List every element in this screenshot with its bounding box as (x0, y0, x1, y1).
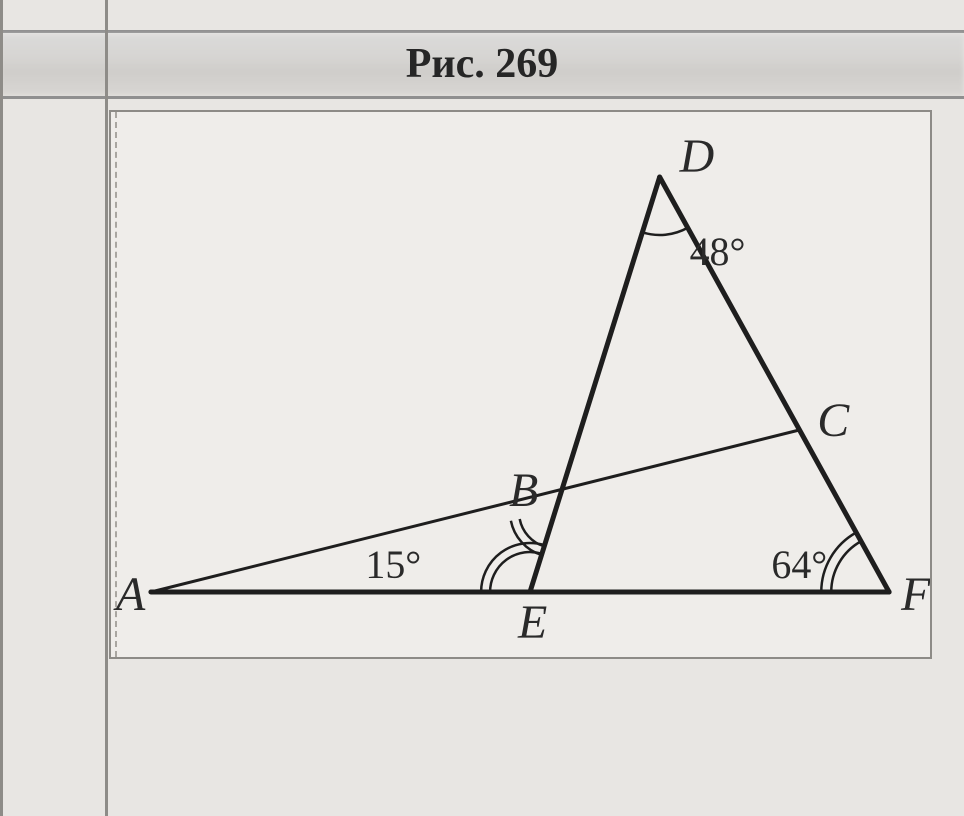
top-rule-2 (0, 96, 964, 99)
point-label-D: D (679, 130, 715, 183)
header-bar: Рис. 269 (0, 0, 964, 110)
figure-title: Рис. 269 (0, 40, 964, 88)
geometry-diagram: 48° 64° 15° A E F D C B (111, 112, 930, 657)
angle-label-A: 15° (365, 542, 421, 587)
angle-labels: 48° 64° 15° (365, 229, 827, 587)
diagram-panel: 48° 64° 15° A E F D C B (109, 110, 932, 659)
point-label-F: F (900, 568, 930, 621)
vertical-separator-left (0, 0, 3, 816)
angle-label-D: 48° (690, 229, 746, 274)
point-label-A: A (113, 568, 146, 621)
angle-arcs (481, 228, 861, 592)
footer-fragments (0, 716, 964, 816)
point-label-B: B (509, 464, 538, 517)
vertical-separator-mid (105, 0, 108, 816)
point-label-C: C (817, 394, 850, 447)
angle-label-F: 64° (771, 542, 827, 587)
top-rule-1 (0, 30, 964, 33)
page: Рис. 269 48° 64° 15° A E F D C B (0, 0, 964, 816)
point-label-E: E (517, 596, 547, 649)
geo-lines (151, 177, 889, 592)
